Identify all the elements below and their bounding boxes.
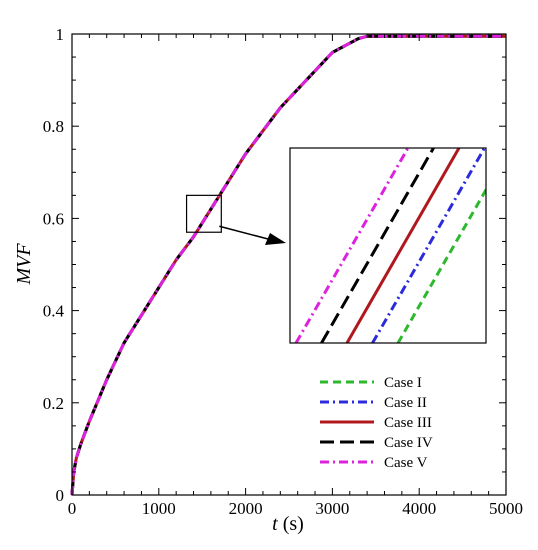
- x-axis-variable: t: [272, 513, 278, 535]
- x-tick-label: 1000: [142, 499, 176, 518]
- legend-label-case-4: Case IV: [384, 435, 433, 451]
- inset-frame: [289, 147, 487, 344]
- ticks-layer: 0 1000 2000 3000 4000 5000 0 0.2 0.4 0.6 0.8 1: [43, 25, 523, 518]
- x-tick-label: 3000: [315, 499, 349, 518]
- zoom-marker: [185, 194, 286, 245]
- y-tick-label: 1: [56, 25, 65, 44]
- x-tick-label: 4000: [402, 499, 436, 518]
- zoom-box: [185, 194, 222, 233]
- series-line-case-5: [70, 34, 506, 496]
- x-axis-unit: (s): [283, 513, 304, 535]
- y-tick-label: 0.6: [43, 209, 64, 228]
- inset-background: [290, 148, 486, 343]
- x-tick-label: 2000: [229, 499, 263, 518]
- curves-layer: [70, 34, 506, 496]
- zoom-inset: [289, 147, 487, 344]
- y-axis-label: MVF: [13, 243, 35, 286]
- legend-label-case-3: Case III: [384, 415, 432, 431]
- inset-line-case-3: [345, 148, 461, 343]
- x-axis-label: t (s): [272, 513, 304, 535]
- legend-label-case-5: Case V: [384, 455, 428, 471]
- legend-label-case-2: Case II: [384, 395, 427, 411]
- inset-lines: [294, 148, 486, 343]
- legend-label-case-1: Case I: [384, 375, 422, 391]
- y-tick-label: 0: [56, 486, 65, 505]
- x-tick-label: 5000: [489, 499, 523, 518]
- y-tick-label: 0.4: [43, 302, 65, 321]
- zoom-arrow-shaft: [219, 225, 269, 240]
- x-tick-label: 0: [68, 499, 77, 518]
- legend: Case I Case II Case III Case IV Case V: [320, 375, 433, 471]
- inset-line-case-4: [320, 148, 435, 343]
- y-tick-label: 0.8: [43, 117, 64, 136]
- zoom-arrow-head: [265, 233, 286, 245]
- y-tick-label: 0.2: [43, 394, 64, 413]
